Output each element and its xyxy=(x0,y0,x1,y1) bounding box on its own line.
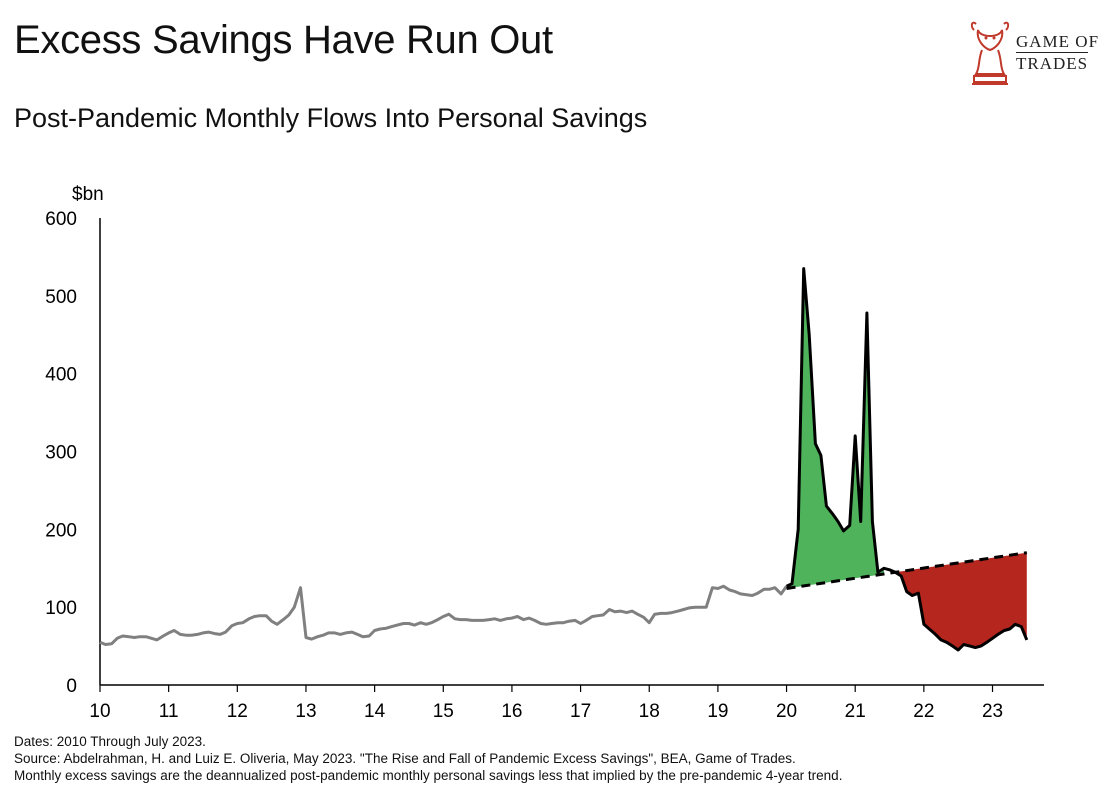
x-tick-label: 10 xyxy=(89,701,110,722)
chart-subtitle: Post-Pandemic Monthly Flows Into Persona… xyxy=(14,103,648,133)
pre-pandemic-trend-line xyxy=(786,551,1028,590)
y-axis: $bn 0 100 200 300 400 500 600 xyxy=(45,184,103,697)
chart-title: Excess Savings Have Run Out xyxy=(14,18,553,62)
x-tick-label: 21 xyxy=(845,701,866,722)
x-tick-label: 14 xyxy=(364,701,386,722)
y-tick-label: 600 xyxy=(45,209,77,230)
plot-area xyxy=(99,267,1029,652)
savings-drawdown-area xyxy=(895,552,1027,650)
x-tick-label: 15 xyxy=(433,701,454,722)
y-tick-label: 0 xyxy=(66,676,77,697)
x-tick-label: 22 xyxy=(913,701,934,722)
game-of-trades-logo: GAME OF TRADES xyxy=(966,16,1106,88)
x-tick-label: 11 xyxy=(159,701,179,722)
logo-text-line2: TRADES xyxy=(1016,52,1089,73)
x-tick-label: 18 xyxy=(639,701,660,722)
chart-footer: Dates: 2010 Through July 2023. Source: A… xyxy=(14,733,842,784)
x-tick-label: 20 xyxy=(776,701,797,722)
x-tick-label: 19 xyxy=(707,701,728,722)
y-tick-label: 500 xyxy=(45,287,77,308)
x-tick-label: 12 xyxy=(227,701,248,722)
y-tick-label: 200 xyxy=(45,520,77,541)
footer-note: Monthly excess savings are the deannuali… xyxy=(14,768,843,783)
y-axis-label: $bn xyxy=(72,184,104,205)
x-tick-label: 13 xyxy=(295,701,316,722)
logo-text-line1: GAME OF xyxy=(1016,32,1100,51)
footer-source: Source: Abdelrahman, H. and Luiz E. Oliv… xyxy=(14,751,796,766)
bull-knight-icon xyxy=(970,21,1010,85)
y-tick-label: 100 xyxy=(45,598,77,619)
y-tick-label: 300 xyxy=(45,443,77,464)
x-tick-label: 17 xyxy=(570,701,591,722)
pre-pandemic-savings-line xyxy=(99,584,788,646)
x-axis: 10 11 12 13 14 15 16 17 18 19 20 21 22 23 xyxy=(89,684,1044,722)
y-tick-label: 400 xyxy=(45,365,77,386)
pandemic-savings-line xyxy=(785,267,1029,652)
footer-dates: Dates: 2010 Through July 2023. xyxy=(14,734,206,749)
x-tick-label: 23 xyxy=(982,701,1003,722)
x-tick-label: 16 xyxy=(501,701,522,722)
